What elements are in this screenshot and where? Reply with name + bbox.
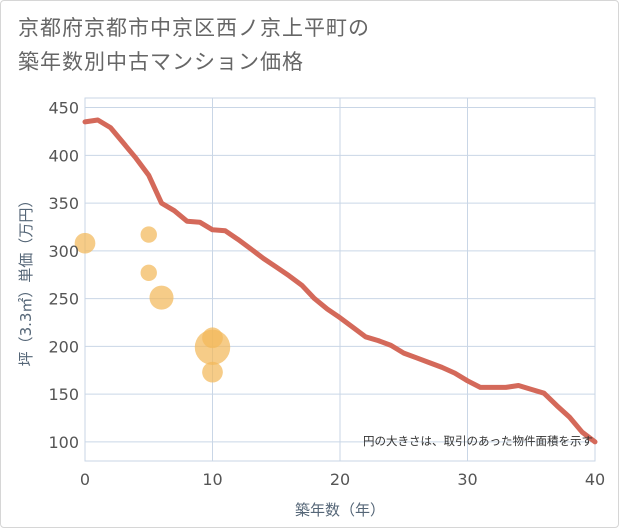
y-tick-label: 100 bbox=[48, 433, 79, 452]
y-tick-label: 250 bbox=[48, 290, 79, 309]
y-axis-ticks: 100 150 200 250 300 350 400 450 bbox=[48, 99, 79, 452]
average-price-line-path bbox=[82, 117, 598, 445]
data-bubble bbox=[140, 226, 157, 243]
data-bubble bbox=[202, 361, 223, 383]
x-tick-label: 10 bbox=[202, 470, 222, 489]
data-bubble bbox=[149, 285, 174, 310]
y-tick-label: 450 bbox=[48, 99, 79, 118]
plot-border bbox=[84, 97, 596, 462]
x-tick-label: 0 bbox=[80, 470, 90, 489]
y-tick-label: 400 bbox=[48, 146, 79, 165]
chart-title: 京都府京都市中京区西ノ京上平町の 築年数別中古マンション価格 bbox=[18, 11, 608, 79]
bubble-size-note: 円の大きさは、取引のあった物件面積を示す bbox=[363, 434, 593, 448]
x-axis-label: 築年数（年） bbox=[295, 501, 385, 519]
data-bubble bbox=[140, 264, 157, 282]
plot-area bbox=[84, 97, 596, 462]
y-tick-label: 300 bbox=[48, 242, 79, 261]
x-tick-label: 30 bbox=[457, 470, 477, 489]
chart-title-line2: 築年数別中古マンション価格 bbox=[18, 50, 304, 74]
bubble-series bbox=[74, 226, 231, 383]
y-tick-label: 200 bbox=[48, 337, 79, 356]
x-tick-label: 40 bbox=[585, 470, 605, 489]
chart-title-line1: 京都府京都市中京区西ノ京上平町の bbox=[18, 16, 370, 40]
grid-lines bbox=[84, 98, 596, 461]
y-axis-label: 坪（3.3㎡）単価（万円） bbox=[17, 193, 35, 367]
y-tick-label: 350 bbox=[48, 194, 79, 213]
average-price-line bbox=[82, 117, 598, 445]
x-tick-label: 20 bbox=[330, 470, 350, 489]
data-bubble bbox=[202, 327, 223, 349]
x-axis-ticks: 0 10 20 30 40 bbox=[80, 470, 605, 489]
y-tick-label: 150 bbox=[48, 385, 79, 404]
data-bubble bbox=[74, 232, 96, 254]
